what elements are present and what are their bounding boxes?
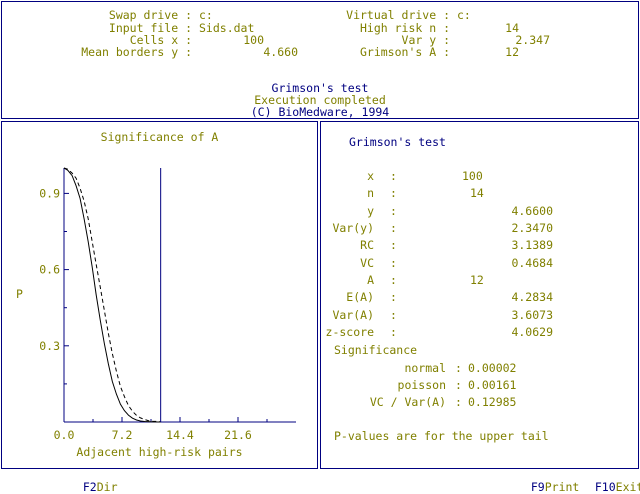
y-tick-label: 0.3 — [39, 339, 60, 353]
stat-colon: : — [390, 203, 397, 218]
series-group — [63, 167, 161, 423]
significance-chart: 0.0 7.2 14.4 21.6 0.3 0.6 0.9 — [39, 167, 296, 442]
swap-drive-label: Swap drive : — [108, 8, 192, 22]
stat-label: Var(y) — [332, 221, 374, 236]
cells-x-label: Cells x : — [129, 33, 192, 47]
f2-action-label: Dir — [96, 480, 118, 494]
stats-title: Grimson's test — [349, 135, 446, 149]
copyright-text: (C) BioMedware, 1994 — [250, 105, 390, 119]
stat-label: Var(A) — [332, 307, 374, 322]
stat-colon: : — [390, 273, 397, 288]
stat-value: 0.4684 — [511, 255, 553, 270]
stat-value: 3.6073 — [511, 307, 553, 322]
stat-colon: : — [390, 325, 397, 340]
stat-label: n — [367, 186, 374, 201]
cells-x-value: 100 — [243, 33, 264, 47]
poisson-curve — [63, 167, 161, 423]
grimsons-a-label: Grimson's A : — [359, 45, 450, 59]
x-tick-label: 0.0 — [54, 428, 75, 442]
stat-label: E(A) — [346, 290, 374, 305]
header-panel — [1, 1, 639, 119]
stat-colon: : — [390, 221, 397, 236]
x-tick-label: 21.6 — [224, 428, 252, 442]
significance-label: normal — [404, 361, 446, 375]
f2-key-label: F2 — [82, 480, 97, 494]
stat-colon: : — [390, 307, 397, 322]
stat-value: 4.6600 — [511, 203, 553, 218]
stat-colon: : — [390, 255, 397, 270]
stats-panel — [320, 121, 639, 469]
significance-value: 0.00161 — [468, 378, 517, 392]
f9-print-key[interactable]: F9Print — [517, 468, 579, 494]
var-y-label: Var y : — [401, 33, 450, 47]
f10-key-label: F10 — [594, 480, 616, 494]
y-tick-label: 0.6 — [39, 263, 60, 277]
mean-borders-value: 4.660 — [263, 45, 298, 59]
x-tick-label: 14.4 — [166, 428, 194, 442]
input-file-label: Input file : — [108, 21, 192, 35]
high-risk-value: 14 — [505, 21, 519, 35]
tick-marks — [63, 192, 268, 422]
grimsons-a-value: 12 — [505, 45, 519, 59]
x-tick-label: 7.2 — [112, 428, 133, 442]
significance-colon: : — [455, 395, 462, 409]
normal-curve — [63, 167, 161, 423]
stat-value: 3.1389 — [511, 238, 553, 253]
stat-colon: : — [390, 238, 397, 253]
stat-value: 4.0629 — [511, 325, 553, 340]
stat-value: 12 — [470, 273, 484, 288]
var-y-value: 2.347 — [515, 33, 550, 47]
significance-colon: : — [455, 378, 462, 392]
stat-label: x — [367, 169, 374, 183]
test-title: Grimson's test — [271, 81, 369, 95]
stat-value: 2.3470 — [511, 221, 553, 236]
significance-label: VC / Var(A) — [369, 395, 446, 409]
tick-labels: 0.0 7.2 14.4 21.6 0.3 0.6 0.9 — [39, 186, 252, 442]
y-tick-label: 0.9 — [39, 186, 60, 200]
stat-value: 100 — [462, 169, 483, 183]
stat-colon: : — [390, 290, 397, 305]
stat-colon: : — [390, 186, 397, 201]
mean-borders-label: Mean borders y : — [81, 45, 192, 59]
f2-dir-key[interactable]: F2Dir — [69, 468, 118, 494]
chart-title: Significance of A — [100, 130, 219, 144]
significance-colon: : — [455, 361, 462, 375]
x-axis-label: Adjacent high-risk pairs — [76, 445, 243, 459]
stat-colon: : — [390, 169, 397, 183]
input-file-value: Sids.dat — [199, 21, 255, 35]
stat-label: VC — [360, 255, 374, 270]
stat-value: 14 — [470, 186, 484, 201]
significance-value: 0.00002 — [468, 361, 517, 375]
chart-panel — [1, 121, 318, 469]
significance-heading: Significance — [334, 343, 418, 357]
stat-label: z-score — [325, 325, 374, 340]
stat-value: 4.2834 — [511, 290, 553, 305]
f10-action-label: Exit — [615, 480, 640, 494]
significance-value: 0.12985 — [468, 395, 517, 409]
f9-key-label: F9 — [530, 480, 545, 494]
high-risk-label: High risk n : — [359, 21, 450, 35]
f9-action-label: Print — [544, 480, 580, 494]
status-text: Execution completed — [254, 93, 386, 107]
virtual-drive-label: Virtual drive : — [346, 8, 450, 22]
stat-label: RC — [360, 238, 374, 253]
y-axis-label: P — [16, 287, 23, 301]
pvalue-footnote: P-values are for the upper tail — [334, 429, 549, 443]
stat-label: A — [367, 273, 374, 288]
stat-label: y — [367, 203, 374, 218]
swap-drive-value: c: — [199, 8, 213, 22]
f10-exit-key[interactable]: F10Exit — [581, 468, 640, 494]
significance-label: poisson — [397, 378, 446, 392]
virtual-drive-value: c: — [457, 8, 471, 22]
